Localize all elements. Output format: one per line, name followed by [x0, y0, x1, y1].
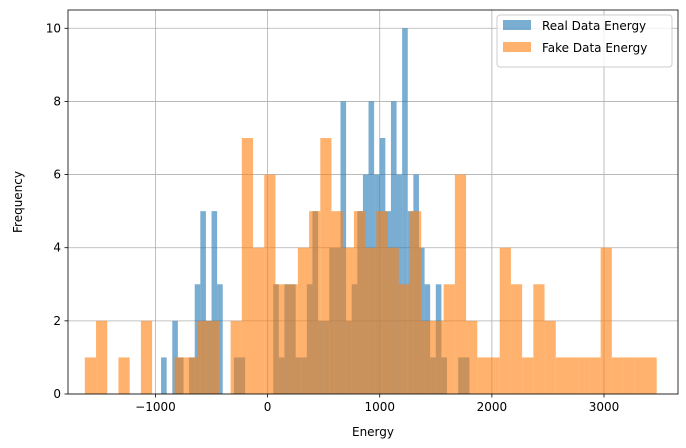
legend-label-fake: Fake Data Energy — [542, 41, 647, 55]
fake-energy-bar — [185, 357, 197, 394]
fake-energy-bar — [611, 357, 624, 394]
fake-energy-bar — [253, 247, 265, 394]
fake-energy-bar — [208, 320, 220, 394]
plot-frame — [67, 9, 679, 395]
fake-energy-bar — [466, 320, 478, 394]
fake-energy-bar — [555, 357, 567, 394]
real-energy-bar — [217, 284, 223, 394]
x-axis-label: Energy — [352, 425, 394, 439]
fake-energy-bar — [320, 138, 332, 394]
fake-energy-bar — [623, 357, 635, 394]
fake-energy-bar — [566, 357, 579, 394]
y-tick-label: 6 — [53, 168, 61, 182]
fake-energy-bar — [230, 320, 242, 394]
fake-energy-bar — [578, 357, 590, 394]
fake-energy-bar — [544, 320, 556, 394]
fake-energy-bar — [174, 357, 186, 394]
fake-energy-bar — [634, 357, 646, 394]
fake-energy-bar — [376, 211, 388, 394]
real-energy-bar — [402, 28, 408, 395]
legend-swatch-fake — [503, 42, 531, 52]
fake-energy-bar — [499, 247, 511, 394]
fake-energy-bar — [398, 284, 411, 394]
y-tick-label: 0 — [53, 387, 61, 401]
fake-energy-bar — [443, 284, 455, 394]
fake-energy-bar — [241, 138, 254, 394]
y-axis-label: Frequency — [11, 171, 25, 233]
real-energy-bar — [161, 357, 167, 394]
real-energy-bar — [200, 211, 206, 394]
fake-energy-bar — [275, 284, 287, 394]
fake-energy-bar — [477, 357, 489, 394]
fake-energy-bar — [365, 247, 377, 394]
fake-energy-bar — [454, 174, 467, 394]
x-tick-label: 1000 — [364, 400, 395, 414]
fake-energy-bar — [118, 357, 130, 394]
fake-energy-bar — [264, 174, 276, 394]
fake-energy-bar — [488, 357, 500, 394]
y-tick-label: 8 — [53, 94, 61, 108]
y-tick-label: 2 — [53, 314, 61, 328]
fake-energy-bar — [645, 357, 657, 394]
fake-energy-bar — [533, 284, 545, 394]
real-energy-bar — [211, 211, 218, 394]
fake-energy-bar — [522, 357, 534, 394]
fake-energy-bar — [510, 284, 523, 394]
fake-energy-bar — [342, 247, 354, 394]
x-tick-label: 0 — [264, 400, 272, 414]
fake-energy-bar — [353, 211, 366, 394]
fake-energy-bar — [589, 357, 601, 394]
axis-ticks: −1000 0 1000 2000 3000 0 2 4 6 8 10 — [46, 21, 620, 414]
fake-energy-bar — [84, 357, 97, 394]
legend: Real Data Energy Fake Data Energy — [496, 14, 673, 68]
fake-energy-bar — [196, 320, 209, 394]
fake-energy-bar — [432, 320, 444, 394]
bars — [84, 28, 657, 395]
legend-label-real: Real Data Energy — [542, 19, 646, 33]
legend-box — [496, 14, 673, 68]
legend-swatch-real — [503, 20, 531, 30]
x-tick-label: 3000 — [589, 400, 620, 414]
fake-energy-bar — [331, 211, 343, 394]
fake-energy-bar — [140, 320, 153, 394]
y-tick-label: 10 — [46, 21, 61, 35]
y-tick-label: 4 — [53, 241, 61, 255]
x-tick-label: −1000 — [135, 400, 176, 414]
fake-energy-bar — [410, 211, 422, 394]
x-tick-label: 2000 — [477, 400, 508, 414]
fake-energy-bar — [387, 247, 399, 394]
fake-energy-bar — [286, 284, 298, 394]
fake-energy-bar — [600, 247, 612, 394]
fake-energy-bar — [421, 320, 433, 394]
fake-energy-bar — [96, 320, 108, 394]
fake-energy-bar — [309, 211, 321, 394]
fake-energy-bar — [297, 247, 310, 394]
